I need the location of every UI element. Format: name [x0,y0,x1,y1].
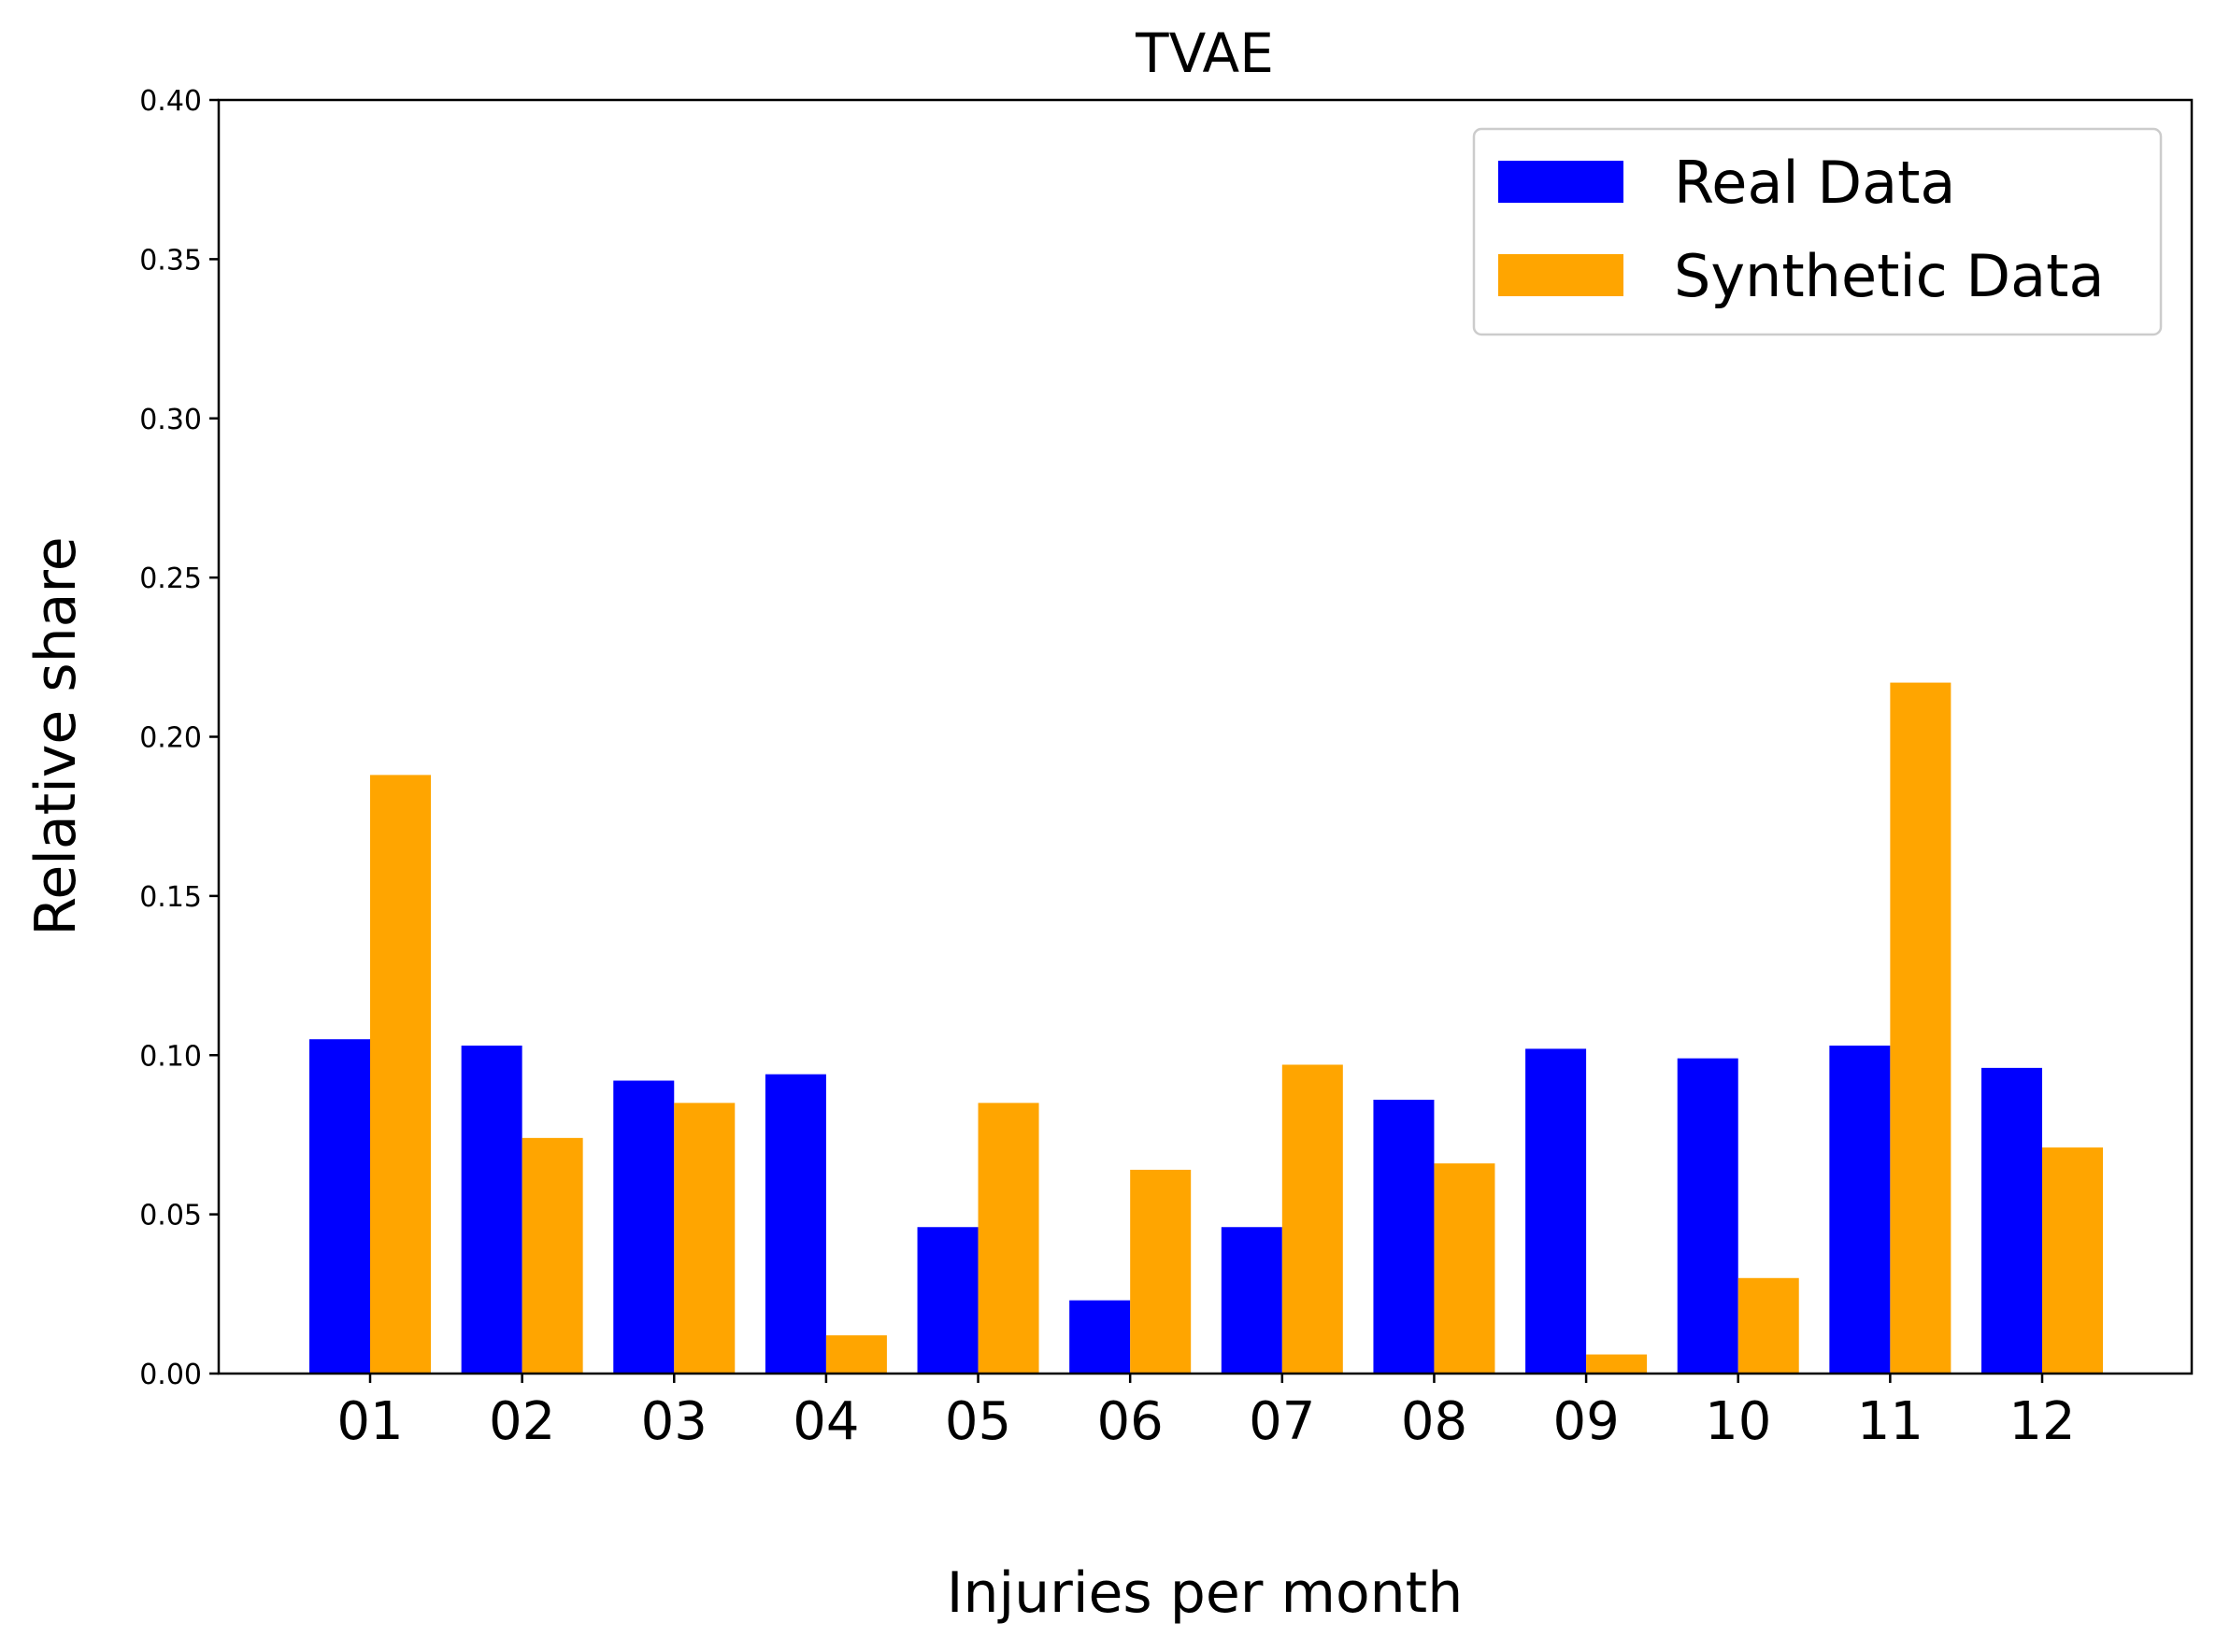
x-tick-label: 01 [336,1391,403,1452]
bar-real-data-08 [1373,1099,1435,1374]
bar-synthetic-data-05 [978,1103,1039,1374]
bar-real-data-02 [461,1046,522,1374]
plot-frame [217,98,2194,1375]
x-tick-label: 06 [1097,1391,1164,1452]
y-tick-label: 0.00 [139,1359,202,1391]
bar-synthetic-data-11 [1890,682,1952,1374]
bars-layer [309,682,2103,1374]
bar-synthetic-data-06 [1130,1169,1192,1374]
y-tick-label: 0.35 [139,244,202,277]
bar-real-data-09 [1525,1048,1587,1374]
bar-synthetic-data-07 [1281,1064,1343,1374]
chart-title: TVAE [1135,21,1274,85]
x-tick-label: 05 [945,1391,1011,1452]
x-tick-label: 03 [641,1391,708,1452]
bar-synthetic-data-08 [1434,1163,1495,1374]
y-tick-label: 0.20 [139,722,202,755]
legend-label-synthetic-data: Synthetic Data [1674,242,2104,310]
legend-box [1472,127,2163,336]
bar-real-data-04 [765,1074,826,1374]
legend-swatch-real-data [1498,161,1623,203]
bar-synthetic-data-10 [1737,1277,1799,1374]
y-tick-label: 0.15 [139,881,202,914]
bar-synthetic-data-03 [674,1103,736,1374]
y-tick-label: 0.25 [139,563,202,595]
bar-synthetic-data-02 [522,1137,583,1374]
bar-real-data-03 [613,1080,675,1374]
bar-real-data-05 [917,1227,979,1374]
bar-real-data-01 [309,1039,370,1374]
bar-real-data-07 [1221,1227,1282,1374]
x-tick-label: 12 [2009,1391,2075,1452]
bar-synthetic-data-12 [2042,1147,2103,1374]
x-tick-label: 08 [1401,1391,1467,1452]
bar-synthetic-data-01 [370,775,431,1374]
bar-real-data-06 [1069,1300,1131,1374]
x-axis-title: Injuries per month [947,1560,1463,1626]
bar-synthetic-data-04 [825,1335,887,1374]
x-tick-label: 04 [793,1391,859,1452]
legend: Real Data Synthetic Data [1472,127,2163,336]
x-tick-label: 11 [1857,1391,1923,1452]
x-tick-label: 07 [1249,1391,1315,1452]
x-axis: 01 02 03 04 05 06 07 08 09 10 11 12 [336,1374,2076,1452]
legend-swatch-synthetic-data [1498,254,1623,296]
bar-real-data-11 [1829,1046,1891,1374]
y-axis-title: Relative share [23,536,89,935]
bar-real-data-12 [1981,1067,2042,1374]
bar-real-data-10 [1677,1058,1738,1374]
y-tick-label: 0.05 [139,1200,202,1232]
y-axis: 0.00 0.05 0.10 0.15 0.20 0.25 0.30 0.35 0.40 [139,85,219,1391]
x-tick-label: 09 [1552,1391,1619,1452]
y-tick-label: 0.10 [139,1040,202,1073]
bar-synthetic-data-09 [1586,1354,1648,1374]
x-tick-label: 10 [1705,1391,1771,1452]
legend-label-real-data: Real Data [1674,149,1955,217]
y-tick-label: 0.30 [139,404,202,436]
x-tick-label: 02 [489,1391,555,1452]
y-tick-label: 0.40 [139,85,202,118]
